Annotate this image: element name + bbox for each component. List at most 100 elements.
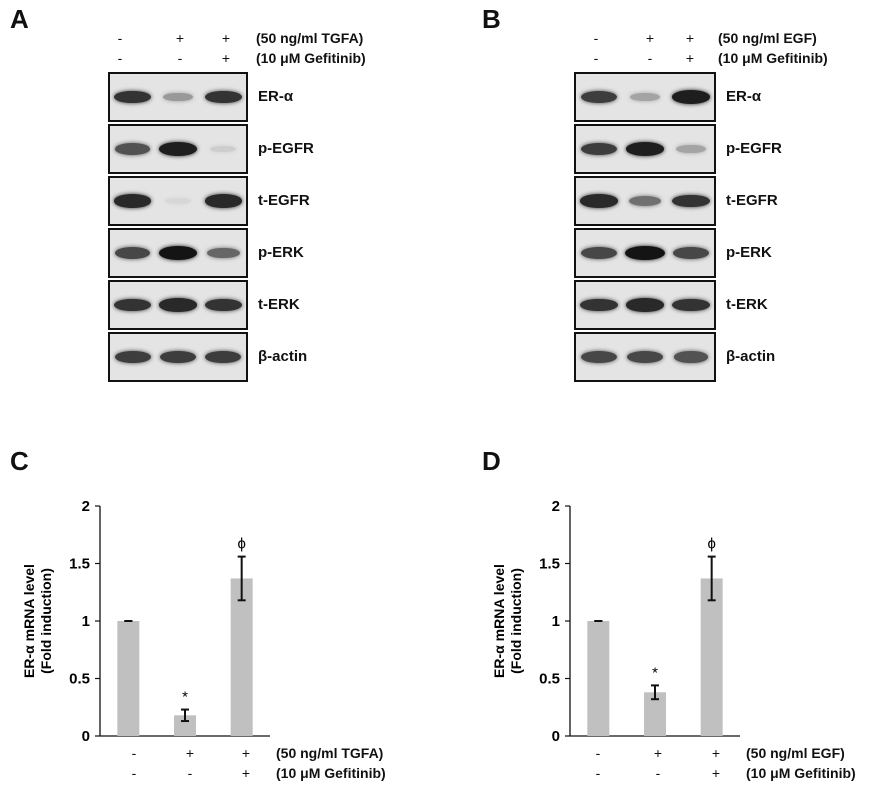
treatment-label: (10 μM Gefitinib) [746,765,856,781]
treatment-label: (50 ng/ml TGFA) [256,30,364,46]
blot-band [204,194,242,208]
blot-band [673,247,709,259]
blot-label: p-EGFR [258,140,314,157]
blot-label: β-actin [726,348,776,365]
blot-band [580,90,618,104]
y-tick-label: 2 [82,498,90,515]
treatment-sign: + [175,30,185,46]
blot-band [673,351,709,363]
treatment-sign: + [711,765,721,781]
treatment-sign: - [593,30,599,46]
treatment-label: (50 ng/ml EGF) [718,30,817,46]
western-blot-panel-a: - + + (50 ng/ml TGFA) - - + (10 μM Gefit… [0,0,440,390]
y-axis-label: (Fold induction) [38,568,54,674]
blot-strip-t-erk [108,280,248,330]
blot-strip-er-alpha [574,72,716,122]
bar [644,692,666,736]
blot-band [205,298,242,312]
blot-band [163,92,193,102]
treatment-sign: - [131,765,137,781]
panel-letter-c: C [10,446,29,476]
blot-band [114,90,151,104]
treatment-label: (10 μM Gefitinib) [256,50,366,66]
y-tick-label: 1 [82,613,90,630]
blot-band [625,142,665,156]
blot-band [581,247,617,259]
blot-band [672,194,710,208]
blot-band [159,298,197,312]
blot-band [628,195,662,207]
panel-letter-a: A [10,4,29,34]
treatment-sign: - [595,765,601,781]
y-tick-label: 2 [552,498,560,515]
blot-label: ER-α [726,88,762,105]
blot-strip-er-alpha [108,72,248,122]
bar [587,621,610,736]
panel-letter-d: D [482,446,501,476]
blot-strip-beta-actin [108,332,248,382]
significance-marker: ϕ [707,536,715,553]
treatment-rows-panel-d: - + + (50 ng/ml EGF) - - + (10 μM Gefiti… [470,740,884,788]
treatment-sign: + [241,765,251,781]
blot-band [580,298,618,312]
treatment-sign: + [221,30,231,46]
y-axis-label: ER-α mRNA level [491,564,507,678]
treatment-sign: - [647,50,653,66]
bar-chart-panel-c: 0 0.5 1 1.5 2 ER-α mRNA level (Fold induction)… [21,498,270,745]
treatment-sign: + [653,745,663,761]
treatment-sign: + [645,30,655,46]
y-tick-label: 0 [82,728,90,745]
blot-label: p-ERK [258,244,304,261]
treatment-sign: - [117,30,123,46]
blot-band [676,144,706,154]
blot-band [580,194,618,208]
panel-letter-b: B [482,4,501,34]
treatment-sign: + [711,745,721,761]
treatment-sign: - [117,50,123,66]
blot-band [165,197,191,205]
blot-band [159,142,197,156]
treatment-label: (50 ng/ml TGFA) [276,745,384,761]
blot-label: t-ERK [258,296,300,313]
blot-band [160,350,196,364]
blot-label: ER-α [258,88,294,105]
significance-marker: * [182,689,188,706]
blot-label: t-EGFR [726,192,778,209]
treatment-sign: - [177,50,183,66]
western-blot-panel-b: - + + (50 ng/ml EGF) - - + (10 μM Gefiti… [0,0,884,390]
blot-label: p-ERK [726,244,772,261]
blot-band [114,298,151,312]
blot-band [580,142,618,156]
treatment-sign: + [185,745,195,761]
blot-label: t-ERK [726,296,768,313]
blot-strip-t-erk [574,280,716,330]
blot-strip-t-egfr [108,176,248,226]
blot-band [115,143,150,155]
blot-strip-p-erk [574,228,716,278]
blot-label: p-EGFR [726,140,782,157]
y-tick-label: 1.5 [69,556,90,573]
y-tick-label: 0 [552,728,560,745]
significance-marker: * [652,664,658,681]
blot-band [210,145,237,153]
y-tick-label: 0.5 [69,671,90,688]
blot-strip-beta-actin [574,332,716,382]
bar-chart-panel-d: 0 0.5 1 1.5 2 ER-α mRNA level (Fold induction)… [491,498,740,745]
blot-band [625,246,665,260]
treatment-label: (10 μM Gefitinib) [276,765,386,781]
y-tick-label: 1 [552,613,560,630]
significance-marker: ϕ [237,536,245,553]
blot-band [114,194,152,208]
blot-strip-p-egfr [108,124,248,174]
blot-band [626,298,664,312]
blot-band [672,298,710,312]
treatment-label: (50 ng/ml EGF) [746,745,845,761]
y-tick-label: 1.5 [539,556,560,573]
treatment-sign: - [595,745,601,761]
y-axis-label: (Fold induction) [508,568,524,674]
bar [117,621,140,736]
blot-band [581,351,617,363]
y-tick-label: 0.5 [539,671,560,688]
treatment-sign: - [187,765,193,781]
blot-band [206,247,240,259]
